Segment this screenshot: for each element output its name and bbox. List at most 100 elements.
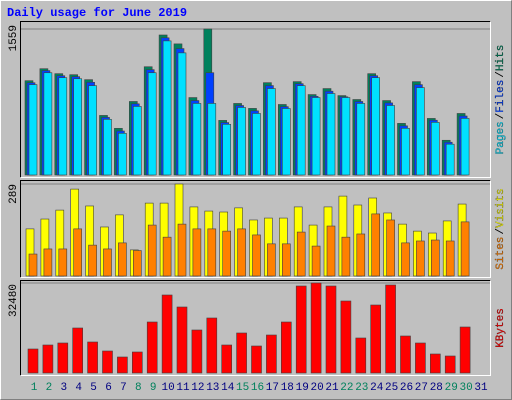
bar [371,77,381,176]
bar [147,224,157,277]
panel-edge-dark [20,280,491,376]
bar [192,228,202,277]
x-tick-label: 22 [340,382,353,394]
x-tick-label: 5 [90,382,97,394]
x-tick-label: 4 [75,382,82,394]
bar [267,243,276,277]
bar [460,118,470,176]
bar [237,107,246,176]
x-tick-label: 7 [120,382,127,394]
x-tick-label: 8 [135,382,142,394]
bar [162,236,172,277]
bar [117,356,128,374]
bar [310,282,322,374]
x-tick-label: 2 [46,382,53,394]
bar [311,97,321,176]
bar [415,342,426,374]
legend-separator: / [495,228,507,235]
bar [370,304,382,374]
panel-edge-dark [20,180,491,278]
x-tick-label: 25 [385,382,398,394]
bar [416,240,425,277]
y-tick-label: 32480 [8,284,20,317]
legend: Sites /Visits [495,188,507,269]
bar [73,78,82,176]
x-tick-label: 14 [221,382,235,394]
bar [221,344,232,374]
bar [192,103,202,176]
x-tick-label: 21 [325,382,339,394]
bar [58,77,68,176]
legend-entry: Hits [495,45,507,71]
bar [102,350,113,374]
x-tick-label: 19 [296,382,309,394]
bar [445,143,455,176]
bar [207,228,217,277]
x-tick-label: 26 [400,382,413,394]
bar [341,236,351,277]
y-tick-label: 1559 [8,25,20,51]
x-tick-label: 18 [281,382,294,394]
bar [340,300,352,374]
x-tick-label: 28 [430,382,443,394]
bar [87,341,98,374]
x-tick-label: 29 [445,382,458,394]
legend-entry: Files [495,80,507,113]
bar [222,124,231,176]
bar [341,97,351,176]
x-tick-label: 16 [251,382,264,394]
legend-separator: / [495,113,507,120]
legend-separator: / [495,71,507,78]
bar [118,242,127,277]
x-tick-label: 9 [150,382,157,394]
bar [161,294,173,374]
bar [176,306,188,374]
bar [236,332,247,374]
bar [28,84,38,176]
x-tick-label: 1 [31,382,38,394]
chart-title: Daily usage for June 2019 [7,6,187,20]
bar [445,240,455,277]
x-tick-label: 6 [105,382,112,394]
bar [416,87,425,176]
bar [356,233,366,277]
x-tick-label: 10 [161,382,174,394]
x-tick-label: 20 [310,382,323,394]
x-tick-label: 31 [474,382,488,394]
bar [191,329,203,374]
bar [118,133,127,176]
x-tick-label: 3 [60,382,67,394]
panel-edge-light [20,21,491,178]
bar [146,321,158,374]
bar [267,88,276,176]
bar [385,284,396,374]
x-tick-label: 24 [370,382,384,394]
bar [162,40,172,176]
bar [27,348,39,374]
bar [72,327,83,374]
bar [103,119,112,176]
bar [43,72,53,176]
bar [325,285,337,374]
bar [252,113,261,176]
bar [222,230,231,277]
bar [103,248,112,277]
bar [237,228,246,277]
legend-entry: Pages [495,121,507,154]
legend: KBytes [495,308,507,348]
bar [251,345,262,374]
bar [400,335,411,374]
bar [311,245,321,277]
bar [147,72,157,176]
bar [280,321,292,374]
legend-entry: Visits [495,188,507,228]
panel-edge-light [20,280,491,376]
bar [57,342,69,374]
bar [206,317,218,374]
bar [295,285,307,374]
bar [371,213,381,277]
bar [430,239,440,277]
